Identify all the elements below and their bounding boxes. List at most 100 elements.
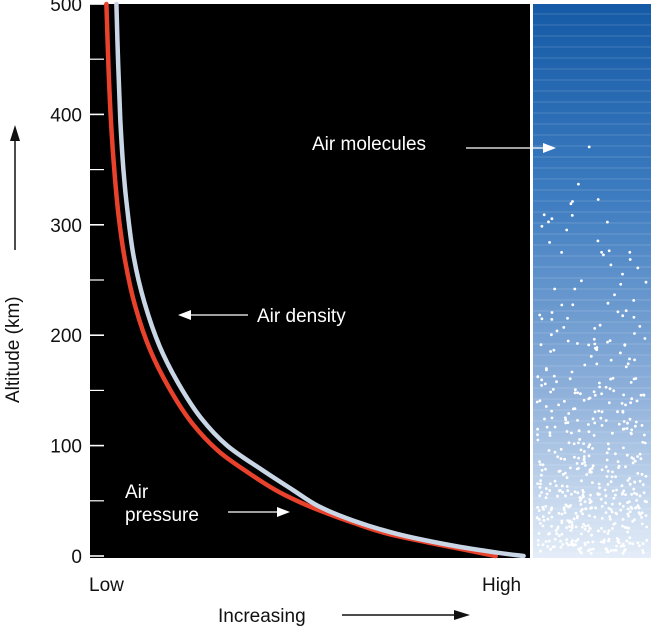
molecule-dot (591, 540, 595, 544)
molecule-dot (585, 473, 589, 476)
molecule-dot (539, 463, 542, 466)
up-arrow-icon (10, 125, 20, 141)
molecule-dot (611, 502, 614, 506)
molecule-dot (597, 482, 601, 486)
molecule-dot (565, 476, 569, 479)
molecule-dot (607, 447, 611, 451)
molecule-dot (591, 481, 594, 484)
molecule-dot (565, 538, 569, 541)
molecule-dot (565, 430, 569, 433)
molecule-dot (621, 504, 625, 508)
molecule-dot (628, 510, 632, 513)
y-axis-title: Altitude (km) (3, 296, 24, 403)
molecule-dot (563, 416, 567, 420)
molecule-dot (593, 393, 597, 397)
molecule-dot (544, 505, 548, 508)
molecule-dot (644, 514, 648, 517)
molecule-dot (578, 549, 582, 553)
molecule-dot (548, 434, 552, 437)
molecule-dot (638, 494, 642, 498)
molecule-dot (577, 467, 580, 470)
molecule-dot (604, 385, 608, 389)
molecule-dot (640, 424, 644, 427)
molecule-dot (537, 532, 541, 535)
molecule-dot (615, 512, 619, 516)
molecule-dot (606, 220, 609, 224)
molecule-dot (577, 441, 580, 445)
molecule-dot (587, 454, 591, 458)
molecule-dot (611, 376, 615, 380)
molecule-dot (624, 465, 627, 469)
molecule-dot (569, 529, 573, 532)
molecule-dot (602, 540, 606, 544)
molecule-dot (609, 263, 613, 267)
molecule-dot (606, 340, 609, 344)
molecule-dot (632, 315, 636, 319)
molecule-dot (595, 346, 599, 349)
x-tick-label-high: High (482, 575, 521, 596)
molecule-dot (577, 182, 580, 186)
molecule-dot (587, 529, 590, 533)
molecule-dot (555, 329, 559, 333)
molecule-dot (553, 450, 557, 454)
molecule-dot (593, 421, 597, 425)
molecule-dot (573, 287, 577, 291)
molecule-dot (602, 253, 605, 257)
molecule-dot (552, 374, 556, 378)
molecule-dot (566, 489, 570, 492)
molecule-dot (559, 447, 563, 451)
molecule-dot (604, 501, 607, 505)
molecule-dot (607, 401, 611, 405)
molecule-dot (606, 469, 610, 473)
molecule-dot (557, 403, 560, 407)
molecule-dot (563, 399, 566, 403)
molecule-dot (628, 250, 632, 254)
molecule-dot (566, 519, 570, 522)
molecule-dot (591, 464, 595, 468)
molecule-dot (544, 540, 548, 543)
molecule-dot (593, 410, 597, 414)
molecule-dot (535, 516, 539, 520)
molecule-dot (613, 293, 616, 297)
molecule-dot (641, 542, 645, 546)
molecule-dot (542, 213, 546, 217)
molecule-dot (642, 491, 646, 495)
molecule-dot (628, 541, 632, 545)
molecule-dot (576, 419, 579, 422)
molecule-dot (546, 517, 550, 521)
molecule-dot (553, 537, 557, 541)
molecule-dot (628, 536, 632, 540)
molecule-dot (562, 508, 566, 512)
molecule-dot (622, 544, 626, 548)
molecule-dot (629, 431, 633, 435)
molecule-dot (591, 417, 595, 421)
molecule-dot (638, 325, 642, 328)
molecule-dot (640, 511, 644, 515)
molecule-dot (621, 524, 624, 528)
molecule-dot (598, 323, 602, 327)
molecule-dot (580, 479, 583, 483)
molecule-dot (592, 390, 596, 394)
molecule-dot (622, 427, 626, 431)
molecule-dot (598, 385, 601, 389)
molecule-dot (557, 470, 561, 473)
molecule-dot (566, 504, 569, 508)
molecule-dot (626, 507, 630, 511)
molecule-dot (543, 417, 546, 421)
molecule-dot (578, 438, 582, 441)
molecule-dot (600, 516, 604, 520)
molecule-dot (600, 540, 603, 544)
molecule-dot (641, 551, 645, 555)
molecule-dot (622, 393, 625, 397)
molecule-dot (574, 511, 578, 515)
molecule-dot (608, 339, 612, 342)
molecule-dot (600, 468, 604, 472)
molecule-dot (570, 520, 574, 524)
molecule-dot (611, 527, 614, 530)
molecule-dot (549, 350, 552, 353)
molecule-dot (574, 388, 577, 392)
molecule-dot (615, 544, 618, 548)
molecule-dot (626, 362, 630, 366)
molecule-dot (545, 492, 549, 496)
molecule-dot (617, 422, 621, 426)
